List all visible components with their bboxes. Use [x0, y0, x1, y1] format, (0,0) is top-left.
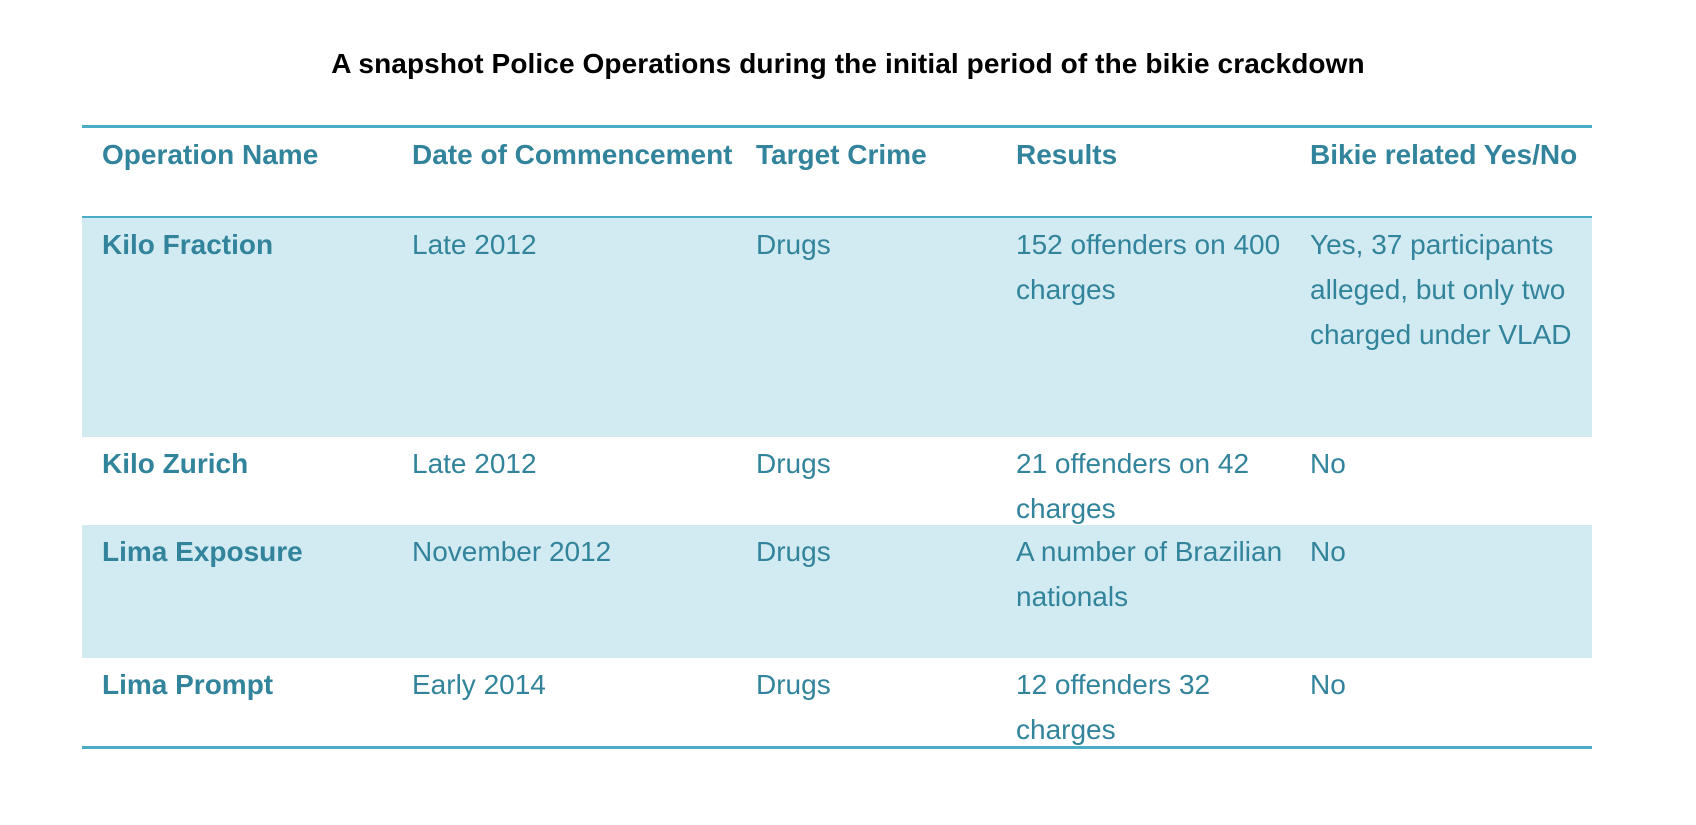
table-header-row: Operation Name Date of Commencement Targ… — [82, 128, 1592, 218]
results-cell: 152 offenders on 400 charges — [1016, 229, 1281, 305]
header-bikie-related: Bikie related Yes/No — [1310, 139, 1578, 170]
target-crime-cell: Drugs — [756, 229, 831, 260]
results-cell: 12 offenders 32 charges — [1016, 669, 1211, 745]
table-row: Lima Prompt Early 2014 Drugs 12 offender… — [82, 658, 1592, 746]
date-cell: Early 2014 — [412, 669, 546, 700]
bikie-related-cell: No — [1310, 669, 1346, 700]
operation-name-cell: Kilo Fraction — [102, 229, 274, 260]
bikie-related-cell: No — [1310, 448, 1346, 479]
header-target-crime: Target Crime — [756, 139, 927, 170]
bikie-related-cell: No — [1310, 536, 1346, 567]
results-cell: 21 offenders on 42 charges — [1016, 448, 1250, 524]
header-operation-name: Operation Name — [102, 139, 319, 170]
operation-name-cell: Kilo Zurich — [102, 448, 249, 479]
operation-name-cell: Lima Prompt — [102, 669, 274, 700]
header-date-of-commencement: Date of Commencement — [412, 139, 733, 170]
target-crime-cell: Drugs — [756, 448, 831, 479]
header-results: Results — [1016, 139, 1118, 170]
target-crime-cell: Drugs — [756, 669, 831, 700]
table-row: Kilo Fraction Late 2012 Drugs 152 offend… — [82, 218, 1592, 437]
target-crime-cell: Drugs — [756, 536, 831, 567]
page-title: A snapshot Police Operations during the … — [331, 48, 1365, 79]
date-cell: Late 2012 — [412, 229, 537, 260]
results-cell: A number of Brazilian nationals — [1016, 536, 1283, 612]
date-cell: November 2012 — [412, 536, 612, 567]
operation-name-cell: Lima Exposure — [102, 536, 303, 567]
bikie-related-cell: Yes, 37 participants alleged, but only t… — [1310, 229, 1572, 350]
table-row: Kilo Zurich Late 2012 Drugs 21 offenders… — [82, 437, 1592, 525]
date-cell: Late 2012 — [412, 448, 537, 479]
operations-table: Operation Name Date of Commencement Targ… — [82, 125, 1592, 749]
table-row: Lima Exposure November 2012 Drugs A numb… — [82, 525, 1592, 658]
